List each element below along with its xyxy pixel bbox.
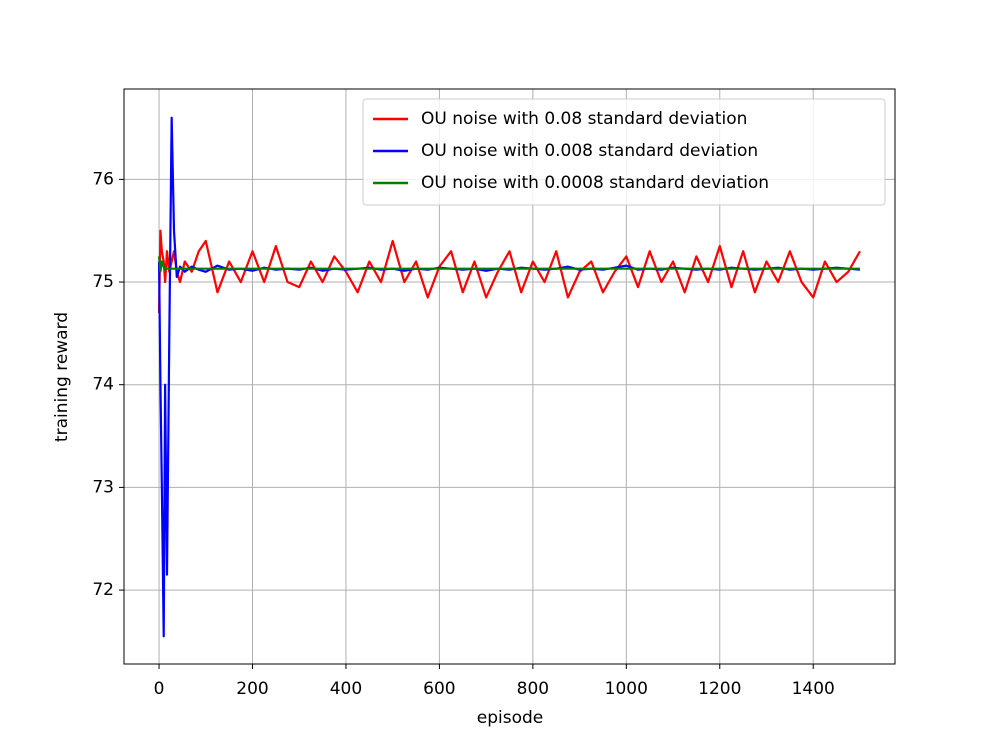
series-line <box>157 229 861 313</box>
series-line <box>157 256 860 273</box>
y-tick-label: 73 <box>92 477 114 497</box>
y-tick-label: 74 <box>92 375 114 395</box>
x-tick-label: 0 <box>154 679 165 699</box>
y-tick-label: 75 <box>92 272 114 292</box>
x-tick-label: 1000 <box>605 679 648 699</box>
x-tick-label: 600 <box>423 679 455 699</box>
legend-label: OU noise with 0.08 standard deviation <box>421 109 747 129</box>
y-tick-label: 72 <box>92 580 114 600</box>
legend-label: OU noise with 0.0008 standard deviation <box>421 173 769 193</box>
y-axis-label: training reward <box>52 312 72 442</box>
legend-box <box>362 98 886 206</box>
x-tick-label: 200 <box>236 679 268 699</box>
x-tick-label: 400 <box>330 679 362 699</box>
legend-label: OU noise with 0.008 standard deviation <box>421 141 758 161</box>
plot-frame <box>123 88 896 665</box>
y-tick-label: 76 <box>92 169 114 189</box>
x-tick-label: 800 <box>517 679 549 699</box>
x-tick-label: 1400 <box>792 679 835 699</box>
x-tick-label: 1200 <box>698 679 741 699</box>
x-axis-label: episode <box>477 708 543 728</box>
